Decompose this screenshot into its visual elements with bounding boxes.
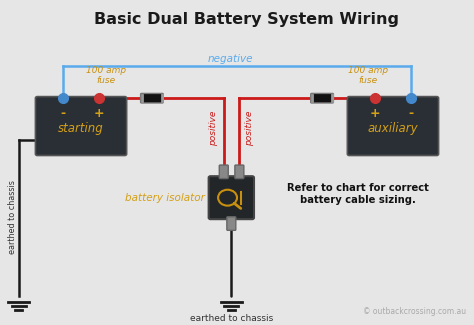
FancyBboxPatch shape — [235, 165, 244, 178]
Text: 100 amp
fuse: 100 amp fuse — [348, 66, 388, 85]
Text: starting: starting — [58, 122, 104, 135]
Text: earthed to chassis: earthed to chassis — [190, 314, 273, 323]
Text: -: - — [409, 107, 413, 120]
Text: 100 amp
fuse: 100 amp fuse — [86, 66, 126, 85]
Text: © outbackcrossing.com.au: © outbackcrossing.com.au — [363, 307, 466, 316]
FancyBboxPatch shape — [219, 165, 228, 178]
FancyBboxPatch shape — [209, 176, 254, 219]
Text: auxiliary: auxiliary — [368, 122, 418, 135]
Text: positive: positive — [209, 111, 218, 146]
Text: battery isolator: battery isolator — [125, 193, 205, 203]
FancyBboxPatch shape — [311, 93, 333, 103]
Text: positive: positive — [245, 111, 254, 146]
Text: earthed to chassis: earthed to chassis — [8, 180, 17, 254]
Text: negative: negative — [207, 54, 253, 64]
FancyBboxPatch shape — [141, 93, 163, 103]
FancyBboxPatch shape — [347, 97, 438, 155]
Text: +: + — [370, 107, 380, 120]
Text: +: + — [94, 107, 104, 120]
FancyBboxPatch shape — [36, 97, 127, 155]
Text: -: - — [61, 107, 65, 120]
Text: Refer to chart for correct
battery cable sizing.: Refer to chart for correct battery cable… — [287, 183, 428, 204]
FancyBboxPatch shape — [227, 217, 236, 230]
Text: Basic Dual Battery System Wiring: Basic Dual Battery System Wiring — [94, 12, 399, 27]
